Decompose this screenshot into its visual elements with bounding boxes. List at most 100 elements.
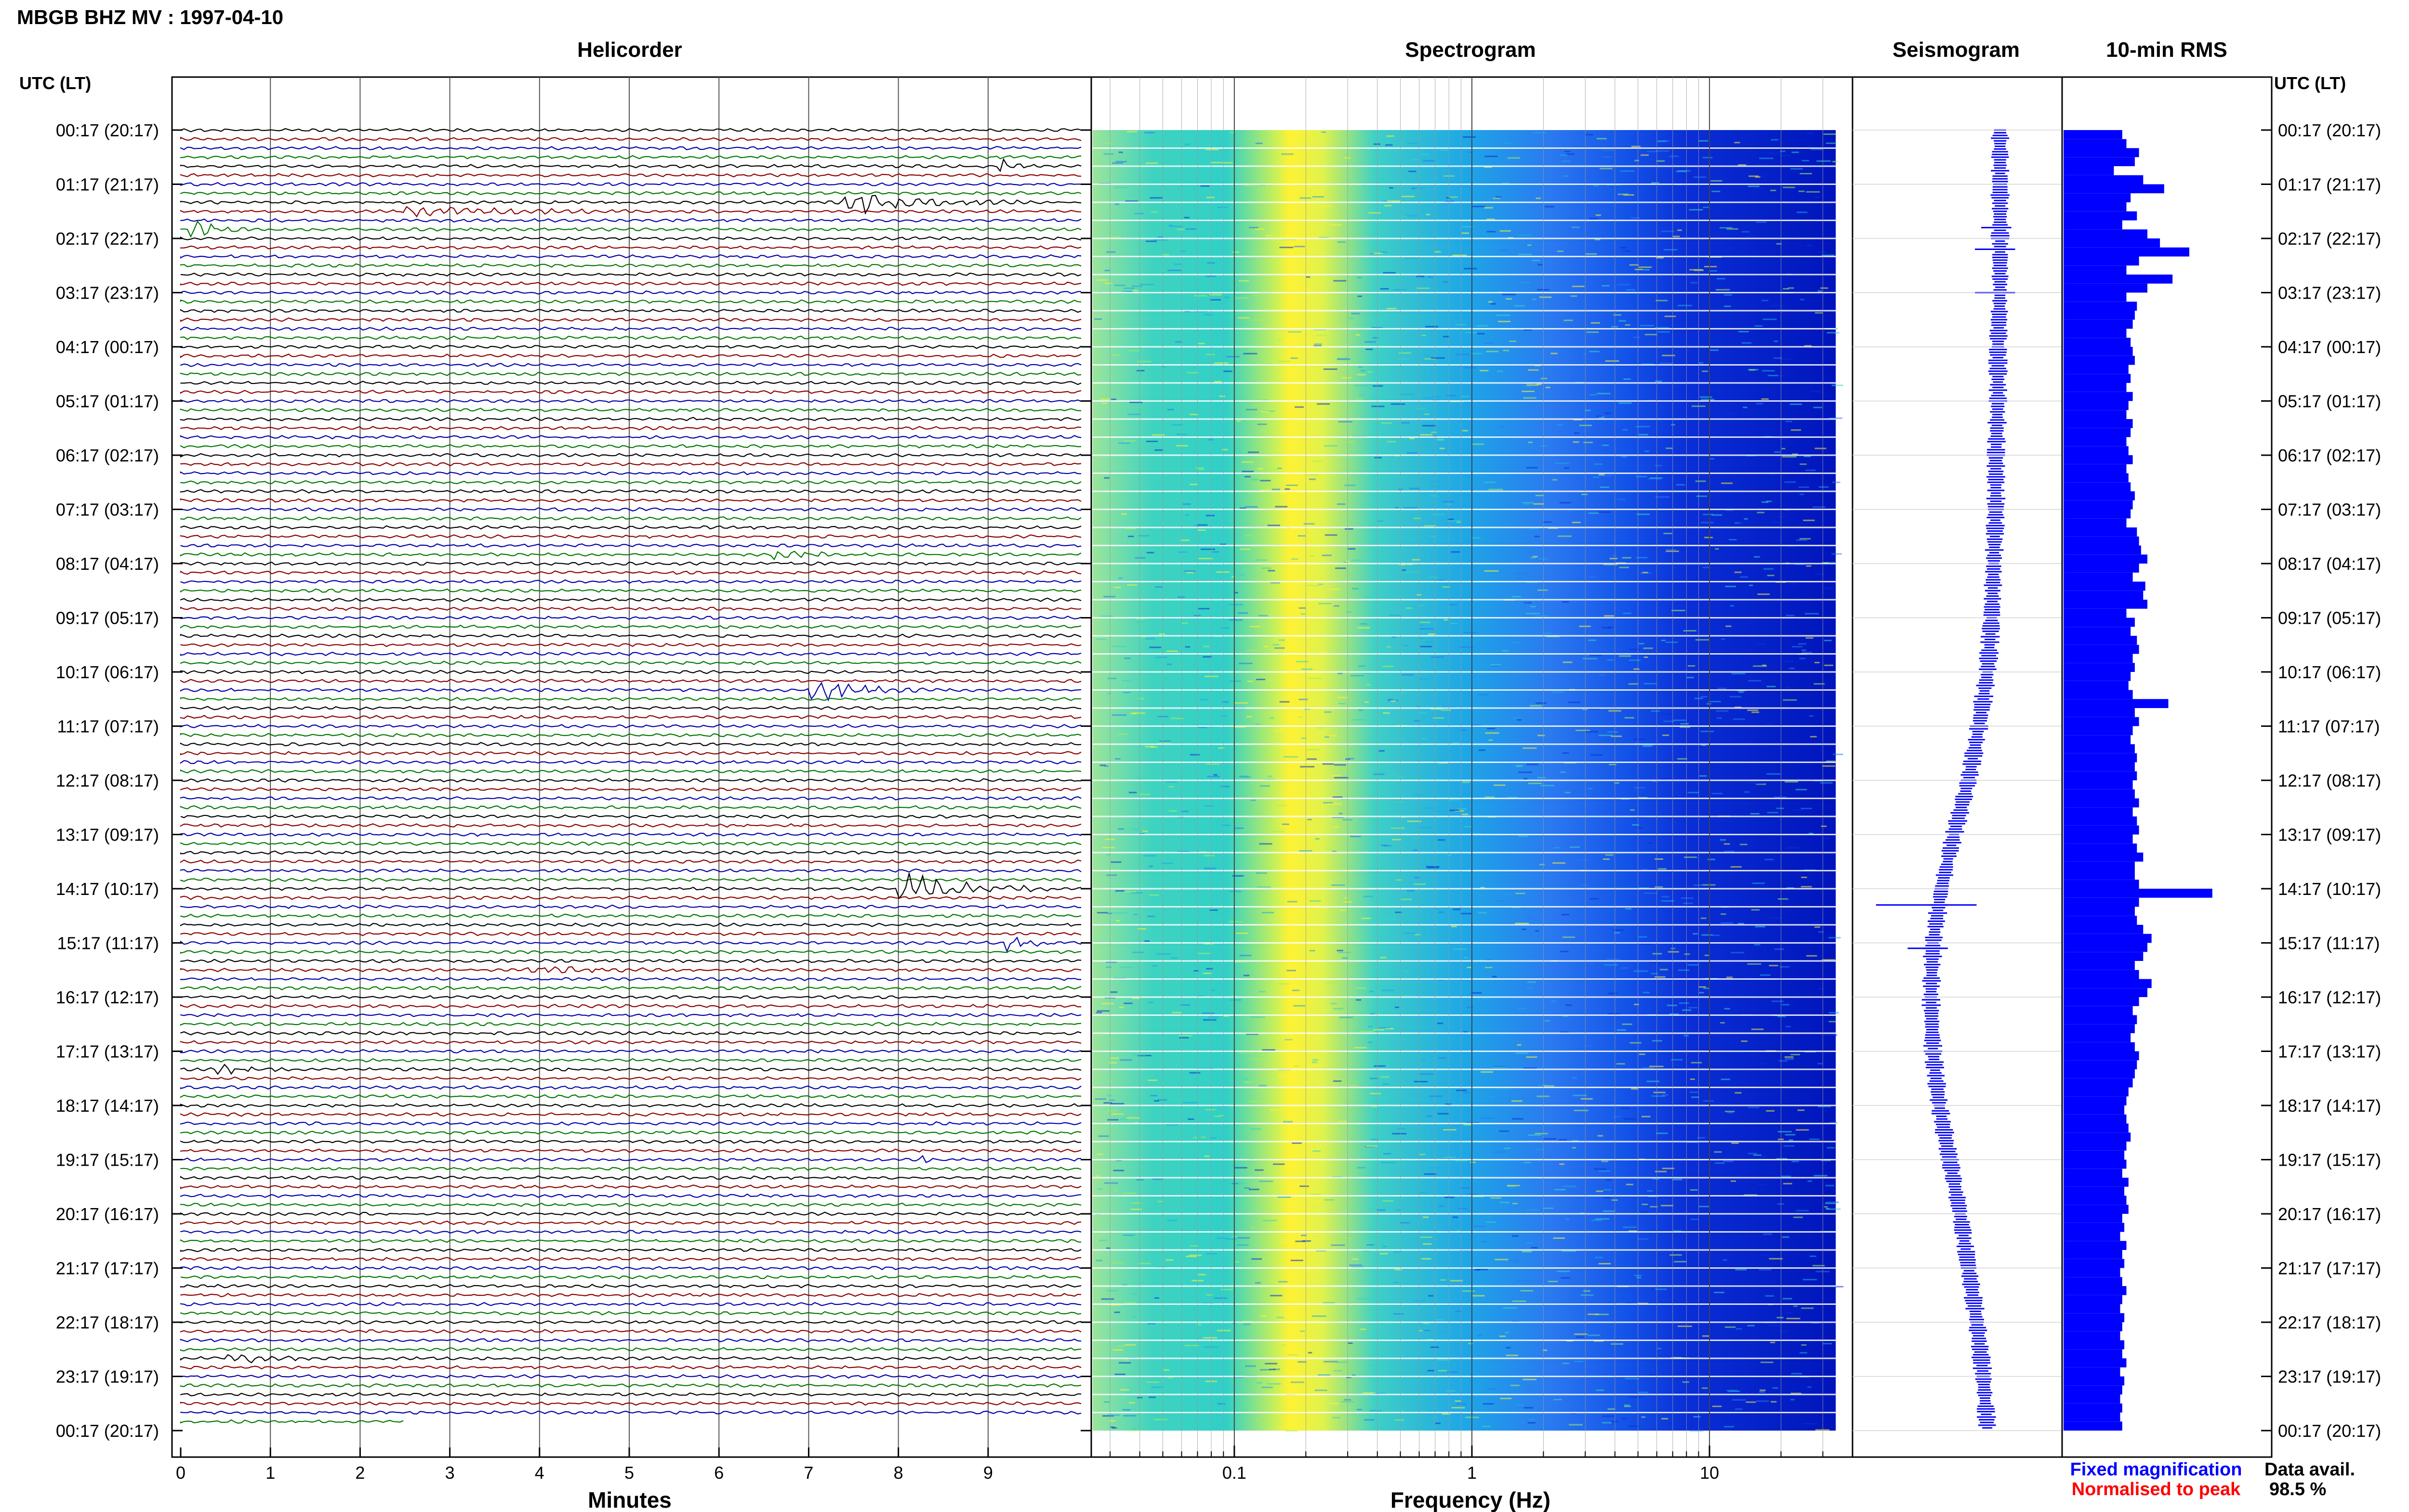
spectrogram-cell [1323, 1302, 1335, 1303]
spectrogram-cell [1391, 636, 1397, 638]
spectrogram-cell [1749, 584, 1753, 586]
spectrogram-cell [1756, 403, 1763, 405]
spectrogram-cell [1809, 715, 1814, 717]
spectrogram-cell [1337, 1120, 1347, 1122]
helicorder-trace [180, 1383, 1082, 1388]
spectrogram-cell [1249, 1188, 1259, 1190]
helicorder-trace [180, 1419, 404, 1424]
spectrogram-cell [1573, 1094, 1587, 1096]
spectrogram-cell [1128, 1402, 1135, 1404]
spectrogram-cell [1466, 215, 1471, 217]
spectrogram-cell [1246, 649, 1261, 651]
spectrogram-cell [1115, 1159, 1122, 1161]
spectrogram-cell [1581, 884, 1588, 886]
spectrogram-cell [1299, 197, 1311, 199]
spectrogram-cell [1607, 1013, 1620, 1015]
spectrogram-cell [1700, 917, 1707, 919]
spectrogram-cell [1602, 1210, 1615, 1212]
spectrogram-cell [1274, 647, 1285, 649]
spectrogram-cell [1648, 842, 1653, 844]
spectrogram-cell [1449, 799, 1461, 801]
spectrogram-cell [1408, 171, 1416, 172]
spectrogram-cell [1204, 805, 1214, 807]
spectrogram-cell [1651, 1095, 1666, 1097]
helicorder-trace [180, 1354, 1082, 1364]
spectrogram-cell [1530, 557, 1536, 559]
spectrogram-cell [1357, 1167, 1365, 1169]
helicorder-title: Helicorder [577, 38, 682, 62]
spectrogram-cell [1588, 708, 1600, 710]
spectrogram-cell [1699, 1346, 1708, 1348]
spectrogram-cell [1698, 986, 1706, 988]
spectrogram-cell [1471, 992, 1482, 994]
spectrogram-cell [1284, 1165, 1292, 1167]
spectrogram-cell [1420, 645, 1432, 647]
spectrogram-cell [1447, 855, 1452, 856]
spectrogram-cell [1217, 207, 1228, 209]
spectrogram-cell [1127, 413, 1141, 415]
spectrogram-cell [1570, 295, 1577, 297]
spectrogram-cell [1337, 358, 1349, 360]
spectrogram-cell [1328, 803, 1342, 805]
spectrogram-cell [1179, 1037, 1189, 1039]
spectrogram-cell [1594, 463, 1602, 465]
spectrogram-cell [1639, 434, 1648, 435]
spectrogram-cell [1395, 776, 1403, 778]
spectrogram-cell [1324, 711, 1332, 713]
spectrogram-cell [1661, 900, 1674, 902]
spectrogram-cell [1726, 976, 1733, 978]
spectrogram-cell [1809, 1138, 1820, 1140]
spectrogram-cell [1234, 1167, 1247, 1169]
spectrogram-cell [1244, 184, 1256, 186]
spectrogram-cell [1683, 902, 1693, 904]
spectrogram-cell [1259, 785, 1270, 787]
spectrogram-cell [1385, 1028, 1394, 1030]
rms-bar [2064, 157, 2135, 166]
spectrogram-cell [1268, 570, 1275, 572]
spectrogram-cell [1703, 513, 1714, 515]
spectrogram-cell [1542, 632, 1552, 634]
time-label-right: 03:17 (23:17) [2278, 283, 2381, 303]
spectrogram-cell [1144, 940, 1150, 942]
spectrogram-cell [1701, 398, 1715, 400]
rms-bar [2064, 880, 2139, 889]
spectrogram-cell [1678, 170, 1691, 172]
rms-bar [2064, 1169, 2122, 1178]
spectrogram-cell [1543, 1138, 1557, 1140]
spectrogram-cell [1463, 1124, 1473, 1126]
spectrogram-cell [1378, 1027, 1390, 1029]
spectrogram-cell [1101, 1003, 1114, 1004]
spectrogram-cell [1336, 860, 1342, 862]
spectrogram-cell [1200, 185, 1210, 187]
spectrogram-cell [1403, 933, 1416, 934]
spectrogram-cell [1471, 537, 1481, 539]
spectrogram-cell [1734, 142, 1740, 144]
spectrogram-cell [1332, 816, 1344, 818]
spectrogram-cell [1717, 278, 1726, 280]
spectrogram-cell [1769, 1325, 1780, 1327]
spectrogram-cell [1575, 1360, 1584, 1362]
spectrogram-cell [1323, 368, 1337, 370]
spectrogram-cell [1480, 369, 1489, 371]
helicorder-trace [180, 1248, 1082, 1252]
spectrogram-cell [1537, 589, 1548, 591]
spectrogram-cell [1349, 1264, 1363, 1266]
spectrogram-cell [1579, 625, 1591, 627]
spectrogram-cell [1663, 533, 1672, 534]
spectrogram-cell [1546, 301, 1551, 302]
spectrogram-cell [1360, 370, 1365, 371]
helicorder-trace [180, 1012, 1082, 1018]
spectrogram-cell [1644, 450, 1649, 452]
spectrogram-cell [1758, 1063, 1767, 1065]
spectrogram-cell [1355, 999, 1362, 1001]
rms-bar [2064, 1349, 2122, 1358]
spectrogram-cell [1463, 1225, 1471, 1227]
spectrogram-cell [1572, 286, 1585, 288]
spectrogram-cell [1707, 703, 1711, 705]
spectrogram-cell [1318, 603, 1332, 605]
spectrogram-cell [1393, 1281, 1399, 1283]
helicorder-trace [180, 615, 1082, 620]
spectrogram-cell [1332, 1417, 1341, 1419]
spectrogram-cell [1333, 1008, 1344, 1010]
data-avail-value: 98.5 % [2269, 1479, 2326, 1499]
